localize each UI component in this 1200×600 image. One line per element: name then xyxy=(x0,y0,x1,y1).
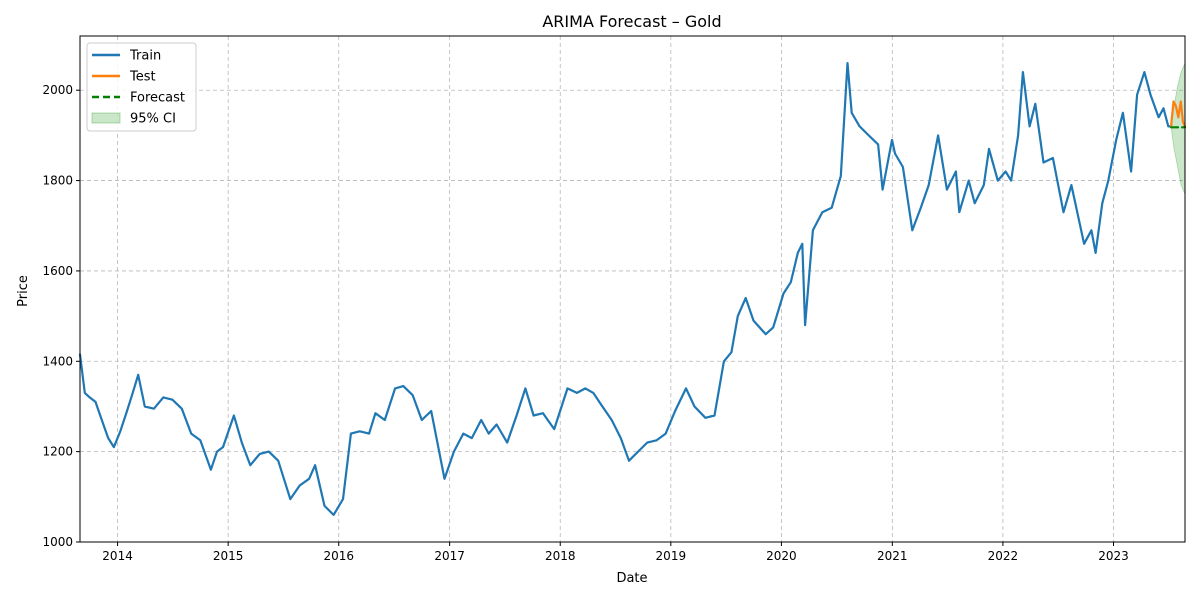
y-axis: 1000 1200 1400 1600 1800 2000 xyxy=(42,83,80,549)
series-line-train xyxy=(78,61,1173,517)
x-tick-label: 2018 xyxy=(545,549,576,563)
x-tick-label: 2023 xyxy=(1098,549,1129,563)
x-tick-label: 2014 xyxy=(102,549,133,563)
x-tick-label: 2016 xyxy=(323,549,354,563)
x-tick-label: 2020 xyxy=(766,549,797,563)
legend-box xyxy=(86,42,197,132)
x-tick-label: 2015 xyxy=(213,549,244,563)
legend-label: Train xyxy=(129,49,161,64)
y-tick-label: 1000 xyxy=(42,535,73,549)
x-tick-label: 2022 xyxy=(988,549,1019,563)
legend-label: Forecast xyxy=(130,91,185,106)
legend-label: Test xyxy=(129,70,156,85)
series-line-test xyxy=(1169,100,1187,128)
y-tick-label: 2000 xyxy=(42,83,73,97)
x-axis: 2014 2015 2016 2017 2018 2019 2020 2021 2022 2023 xyxy=(102,542,1129,563)
chart-title: ARIMA Forecast – Gold xyxy=(542,12,721,31)
legend: Train Test Forecast 95% CI xyxy=(86,42,197,132)
legend-label: 95% CI xyxy=(130,112,176,127)
x-tick-label: 2019 xyxy=(656,549,687,563)
y-tick-label: 1600 xyxy=(42,264,73,278)
plot-frame xyxy=(79,35,1186,543)
y-tick-label: 1800 xyxy=(42,174,73,188)
x-tick-label: 2021 xyxy=(877,549,908,563)
series-layer xyxy=(78,61,1187,517)
x-axis-title: Date xyxy=(616,571,647,586)
y-axis-title: Price xyxy=(16,275,31,307)
x-tick-label: 2017 xyxy=(434,549,465,563)
legend-swatch-ci xyxy=(91,112,121,124)
y-tick-label: 1200 xyxy=(42,445,73,459)
y-tick-label: 1400 xyxy=(42,354,73,368)
